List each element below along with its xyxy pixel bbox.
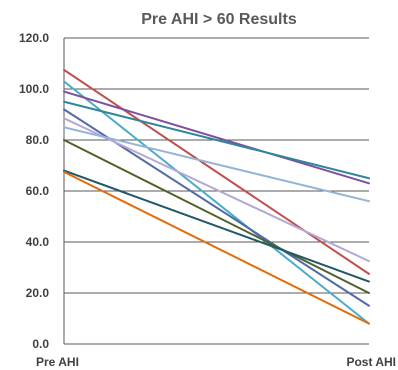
x-category-label: Pre AHI — [36, 355, 79, 369]
series-line-7 — [63, 126, 370, 203]
y-tick-label: 0.0 — [32, 337, 49, 351]
series-lines — [63, 68, 370, 325]
series-line-10 — [63, 170, 370, 325]
series-line-4 — [63, 100, 370, 180]
series-line-8 — [63, 139, 370, 294]
series-line-9 — [63, 169, 370, 283]
y-tick-label: 60.0 — [26, 184, 50, 198]
y-axis-tick-labels: 0.0 20.0 40.0 60.0 80.0 100.0 120.0 — [19, 31, 49, 351]
x-category-label: Post AHI — [346, 355, 396, 369]
y-tick-label: 100.0 — [19, 82, 49, 96]
y-tick-label: 80.0 — [26, 133, 50, 147]
x-axis-category-labels: Pre AHI Post AHI — [36, 355, 396, 369]
y-tick-label: 20.0 — [26, 286, 50, 300]
chart-title: Pre AHI > 60 Results — [141, 11, 297, 28]
y-tick-label: 40.0 — [26, 235, 50, 249]
series-line-3 — [63, 90, 370, 185]
series-line-6 — [63, 117, 370, 263]
series-line-2 — [63, 80, 370, 325]
y-tick-label: 120.0 — [19, 31, 49, 45]
series-line-1 — [63, 68, 370, 275]
